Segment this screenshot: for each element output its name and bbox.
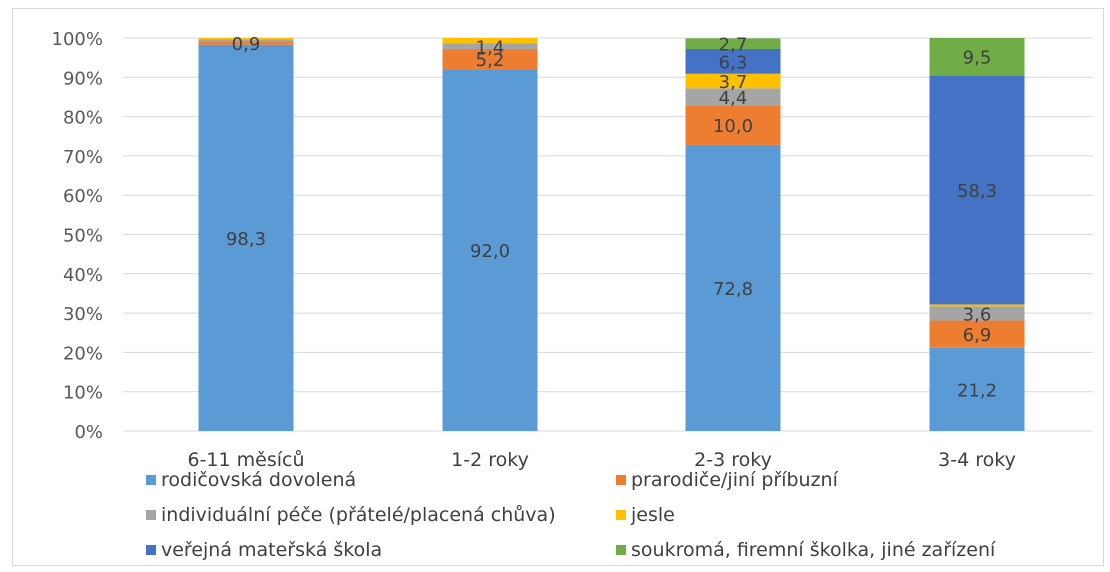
bar-segment	[929, 38, 1025, 76]
data-label: 6,3	[719, 52, 748, 73]
bar-segment	[685, 88, 781, 106]
bar-segment	[198, 41, 294, 45]
legend-label: rodičovská dovolená	[161, 469, 357, 491]
chart-frame: 0% 10% 20% 30% 40% 50% 60% 70% 80% 90% 100% 98,3 0,…	[12, 8, 1104, 566]
legend-label: individuální péče (přátelé/placená chůva…	[161, 504, 556, 526]
legend-item-prarodice: prarodiče/jiní příbuzní	[616, 469, 838, 491]
y-tick-label: 80%	[63, 108, 103, 129]
legend-swatch	[616, 475, 626, 485]
data-label: 3,7	[719, 72, 748, 93]
x-axis-ticks: 6-11 měsíců 1-2 roky 2-3 roky 3-4 roky	[187, 449, 1015, 471]
data-label: 3,6	[963, 304, 992, 325]
bar-segment	[929, 75, 1025, 305]
data-labels: 98,3 0,9 92,0 5,21,4 72,8 10,0 4,43,76,32,7 21,…	[226, 34, 997, 401]
data-label: 0,9	[232, 34, 261, 55]
y-tick-label: 50%	[63, 226, 103, 247]
data-label: 92,0	[470, 241, 510, 262]
y-tick-label: 60%	[63, 186, 103, 207]
data-label: 98,3	[226, 229, 266, 250]
legend-swatch	[146, 475, 156, 485]
legend-item-verejna-ms: veřejná mateřská škola	[146, 539, 382, 561]
bar-segment	[685, 105, 781, 145]
legend-swatch	[146, 510, 156, 520]
y-tick-label: 20%	[63, 343, 103, 364]
legend-swatch	[146, 545, 156, 555]
bar-segment	[442, 43, 538, 50]
bar-segment	[685, 38, 781, 50]
data-label: 1,4	[476, 37, 505, 58]
bars	[198, 38, 1025, 431]
data-label: 72,8	[713, 279, 753, 300]
y-tick-label: 30%	[63, 304, 103, 325]
bar-segment	[685, 144, 781, 431]
bar-segment	[442, 38, 538, 44]
data-label: 6,9	[963, 325, 992, 346]
legend-label: prarodiče/jiní příbuzní	[631, 469, 838, 491]
legend-swatch	[616, 545, 626, 555]
y-axis-ticks: 0% 10% 20% 30% 40% 50% 60% 70% 80% 90% 100%	[52, 29, 103, 443]
legend-label: jesle	[631, 504, 675, 526]
y-tick-label: 100%	[52, 29, 103, 50]
data-label: 2,7	[719, 35, 748, 56]
data-label: 58,3	[957, 181, 997, 202]
legend-item-soukroma-skolka: soukromá, firemní školka, jiné zařízení	[616, 539, 995, 561]
legend-swatch	[616, 510, 626, 520]
bar-segment	[685, 73, 781, 89]
y-tick-label: 10%	[63, 383, 103, 404]
bar-segment	[442, 69, 538, 431]
data-label: 21,2	[957, 380, 997, 401]
data-label: 10,0	[713, 116, 753, 137]
y-tick-label: 40%	[63, 265, 103, 286]
x-tick-label: 6-11 měsíců	[187, 449, 304, 471]
bar-segment	[929, 304, 1025, 307]
data-label: 9,5	[963, 48, 992, 69]
data-label: 5,2	[476, 50, 505, 71]
x-tick-label: 2-3 roky	[694, 449, 772, 471]
legend-item-jesle: jesle	[616, 504, 675, 526]
legend-item-rodicovska-dovolena: rodičovská dovolená	[146, 469, 356, 491]
legend-label: soukromá, firemní školka, jiné zařízení	[631, 539, 996, 561]
x-tick-label: 1-2 roky	[451, 449, 529, 471]
bar-segment	[198, 38, 294, 40]
data-label: 4,4	[719, 88, 748, 109]
bar-segment	[929, 347, 1025, 431]
y-tick-label: 0%	[74, 422, 103, 443]
bar-segment	[929, 306, 1025, 321]
bar-segment	[198, 44, 294, 431]
bar-segment	[442, 49, 538, 70]
legend-item-individualni-pece: individuální péče (přátelé/placená chůva…	[146, 504, 556, 526]
bar-segment	[929, 320, 1025, 348]
legend-label: veřejná mateřská škola	[161, 539, 383, 561]
bar-segment	[685, 49, 781, 74]
x-tick-label: 3-4 roky	[938, 449, 1016, 471]
stacked-bar-chart: 0% 10% 20% 30% 40% 50% 60% 70% 80% 90% 100% 98,3 0,…	[52, 29, 1093, 471]
y-tick-label: 90%	[63, 68, 103, 89]
bar-segment	[198, 39, 294, 42]
y-tick-label: 70%	[63, 147, 103, 168]
